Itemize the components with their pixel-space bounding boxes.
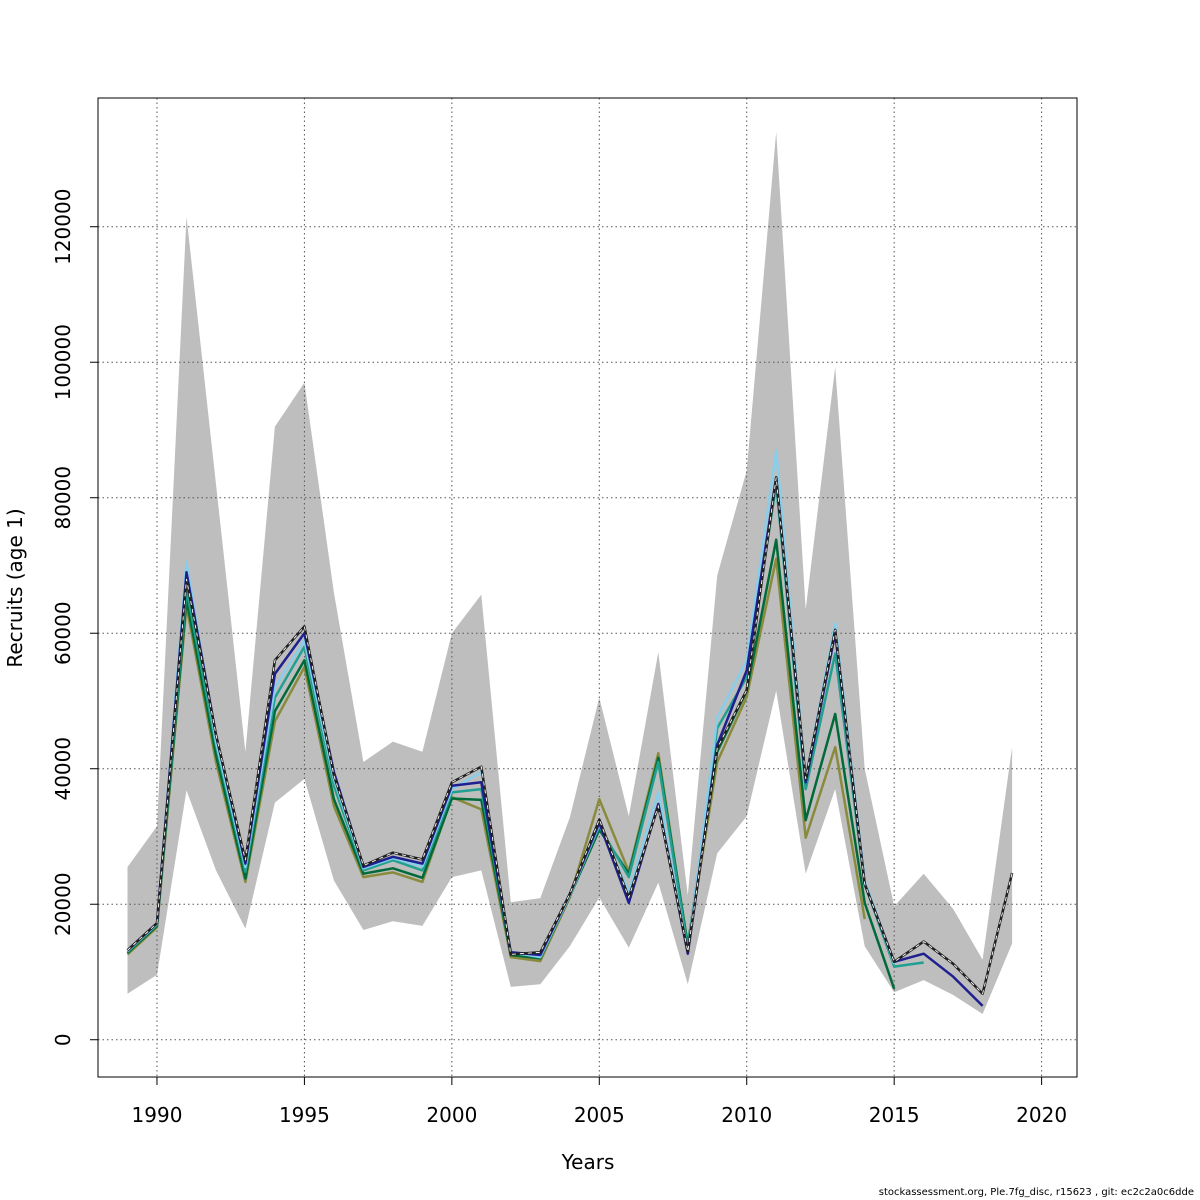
x-axis-title: Years (561, 1150, 615, 1174)
y-tick-label: 80000 (51, 466, 75, 530)
grid-layer (98, 98, 1077, 1077)
series-line-6-dash (127, 477, 1013, 995)
x-tick-label: 2000 (426, 1103, 477, 1127)
y-tick-label: 60000 (51, 601, 75, 665)
confidence-band (127, 131, 1013, 1014)
x-tick-label: 2015 (869, 1103, 920, 1127)
footer-note: stockassessment.org, Ple.7fg_disc, r1562… (878, 1187, 1194, 1198)
x-tick-label: 2005 (574, 1103, 625, 1127)
x-tick-label: 2010 (721, 1103, 772, 1127)
y-tick-label: 20000 (51, 872, 75, 936)
y-tick-label: 100000 (51, 324, 75, 400)
x-tick-label: 1995 (279, 1103, 330, 1127)
confidence-band-layer (127, 131, 1013, 1014)
series-layer (126, 449, 1014, 1007)
axis-layer: 1990 1995 2000 2005 2010 2015 2020 0 20000 40000 6… (51, 189, 1067, 1127)
y-tick-label: 120000 (51, 189, 75, 265)
y-axis-title: Recruits (age 1) (3, 508, 27, 667)
plot-frame (97, 97, 1078, 1078)
y-tick-label: 0 (51, 1033, 75, 1046)
y-tick-label: 40000 (51, 737, 75, 801)
x-tick-label: 1990 (132, 1103, 183, 1127)
x-tick-label: 2020 (1016, 1103, 1067, 1127)
